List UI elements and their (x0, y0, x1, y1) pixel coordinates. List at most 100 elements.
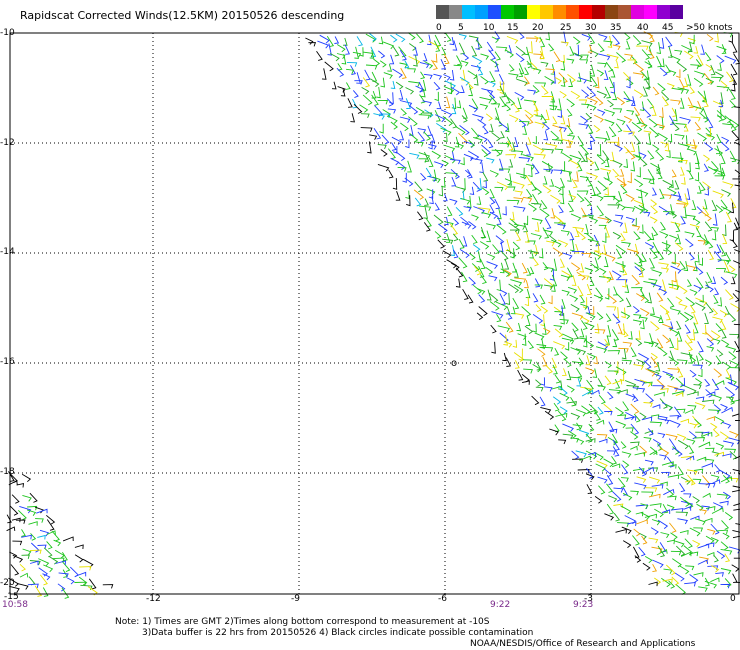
wind-barb (642, 107, 652, 118)
legend-swatch (527, 5, 540, 19)
wind-barb (665, 64, 671, 74)
wind-barb (722, 361, 732, 370)
wind-barb (586, 484, 593, 495)
wind-barb (427, 125, 433, 136)
wind-barb (590, 251, 602, 260)
wind-barb (650, 199, 658, 207)
wind-barb (613, 220, 624, 227)
wind-barb (524, 76, 530, 85)
wind-barb (539, 50, 545, 60)
wind-barb (490, 59, 499, 68)
wind-barb (674, 133, 685, 140)
wind-barb (499, 332, 509, 343)
wind-barb (722, 532, 730, 540)
wind-barb (371, 90, 377, 99)
wind-barb (414, 197, 422, 207)
wind-barb (455, 267, 464, 278)
wind-barb (682, 206, 687, 219)
wind-barb (554, 222, 566, 228)
wind-barb (78, 576, 88, 586)
wind-barb (61, 560, 71, 573)
wind-barb (716, 550, 726, 559)
wind-barb (684, 409, 694, 414)
wind-barb (611, 329, 620, 341)
wind-barb (687, 469, 698, 476)
wind-barb (540, 346, 554, 352)
wind-barb (489, 293, 499, 303)
wind-barb (656, 151, 665, 161)
wind-barb (417, 131, 426, 142)
wind-barb (544, 109, 550, 121)
wind-barb (558, 439, 567, 445)
wind-barb (724, 386, 736, 398)
wind-barb (668, 464, 677, 469)
wind-barb (651, 340, 659, 348)
wind-barb (434, 231, 442, 239)
wind-barb (728, 546, 740, 554)
wind-barb (534, 186, 543, 195)
wind-barb (356, 36, 364, 47)
wind-barb (498, 241, 504, 253)
wind-barb (560, 115, 566, 125)
wind-barb (695, 266, 704, 275)
wind-barb (717, 297, 723, 307)
wind-barb (584, 267, 594, 274)
wind-barb (604, 288, 610, 300)
wind-barb (612, 491, 622, 502)
wind-barb (433, 214, 444, 225)
legend-label-45: 45 (662, 23, 674, 33)
wind-barb (616, 118, 626, 126)
wind-barb (614, 144, 623, 152)
wind-barb (656, 379, 666, 389)
wind-barb (481, 149, 489, 158)
wind-barb (545, 143, 558, 150)
wind-barb (647, 60, 653, 69)
wind-barb (452, 218, 460, 226)
wind-barb (597, 406, 604, 415)
wind-barb (636, 293, 645, 302)
wind-barb (568, 78, 574, 87)
wind-barb (418, 114, 431, 120)
wind-barb (21, 473, 32, 483)
wind-barb (661, 194, 672, 200)
wind-barb (390, 34, 398, 43)
wind-barb (543, 327, 551, 335)
wind-barb (649, 127, 660, 138)
wind-barb (560, 313, 565, 325)
wind-barb (644, 78, 651, 89)
wind-barb (541, 95, 554, 101)
wind-barb (712, 190, 724, 199)
wind-barb (555, 412, 568, 418)
wind-barb (632, 535, 640, 546)
wind-barb (650, 356, 659, 368)
wind-barb (634, 378, 646, 386)
legend-label-20: 20 (532, 23, 544, 33)
wind-barb (567, 430, 577, 439)
legend-swatch (462, 5, 475, 19)
wind-barb (597, 43, 605, 53)
wind-barb (524, 280, 529, 289)
wind-barb (469, 186, 475, 195)
wind-barb (460, 198, 471, 205)
wind-barb (679, 482, 686, 493)
wind-barb (681, 177, 686, 185)
wind-barb (329, 53, 340, 62)
wind-barb (454, 136, 460, 148)
wind-barb (701, 431, 710, 437)
wind-barb (560, 177, 566, 188)
wind-barb (471, 234, 478, 244)
wind-barb (723, 440, 735, 447)
wind-barb (512, 297, 520, 310)
wind-barb (711, 565, 720, 573)
wind-barb (666, 487, 675, 497)
wind-barb (677, 518, 689, 525)
wind-barb (604, 361, 612, 369)
wind-barb (630, 347, 637, 358)
wind-barb (79, 566, 92, 571)
wind-barb (725, 271, 738, 279)
wind-barb (718, 99, 724, 108)
wind-barb (19, 563, 26, 572)
wind-barb (569, 294, 579, 302)
wind-barb (627, 59, 637, 64)
wind-barb (716, 55, 725, 64)
